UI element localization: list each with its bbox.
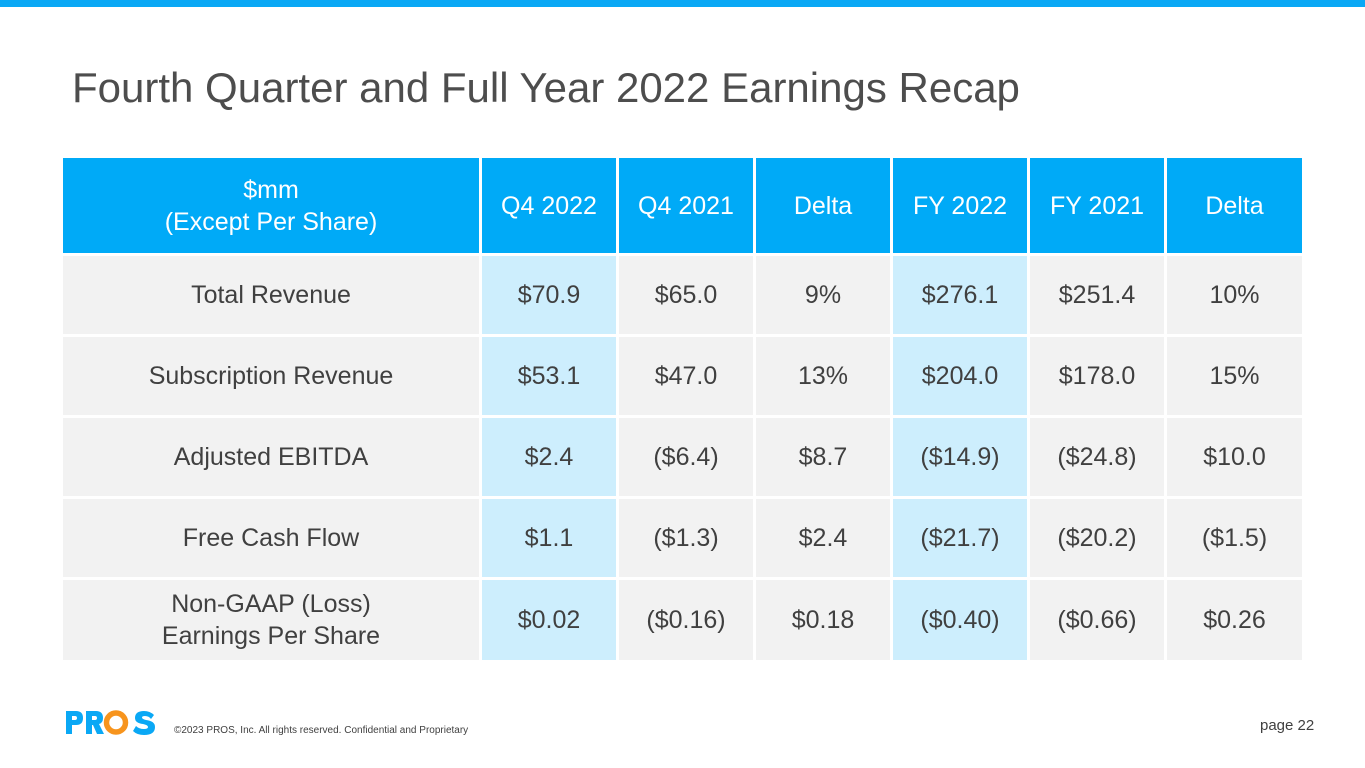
cell-fy-delta: 10% <box>1167 256 1302 337</box>
cell-q4-2022: $0.02 <box>482 580 619 660</box>
header-label-line2: (Except Per Share) <box>164 207 378 236</box>
table-row: Non-GAAP (Loss) Earnings Per Share $0.02… <box>63 580 1302 660</box>
cell-q4-2021: $47.0 <box>619 337 756 418</box>
row-label-line1: Adjusted EBITDA <box>173 443 369 471</box>
cell-q4-delta: $0.18 <box>756 580 893 660</box>
row-label: Free Cash Flow <box>63 499 482 580</box>
header-q4-2021: Q4 2021 <box>619 158 756 256</box>
header-fy-2022: FY 2022 <box>893 158 1030 256</box>
row-label-line1: Total Revenue <box>191 281 351 309</box>
cell-fy-delta: ($1.5) <box>1167 499 1302 580</box>
cell-q4-2021: ($1.3) <box>619 499 756 580</box>
table-row: Subscription Revenue $53.1 $47.0 13% $20… <box>63 337 1302 418</box>
header-label-line1: $mm <box>243 175 299 204</box>
cell-fy-delta: $10.0 <box>1167 418 1302 499</box>
row-label: Adjusted EBITDA <box>63 418 482 499</box>
header-label: $mm (Except Per Share) <box>63 158 482 256</box>
row-label-line1: Free Cash Flow <box>182 524 360 552</box>
table-row: Free Cash Flow $1.1 ($1.3) $2.4 ($21.7) … <box>63 499 1302 580</box>
cell-q4-delta: $8.7 <box>756 418 893 499</box>
cell-fy-2021: ($20.2) <box>1030 499 1167 580</box>
cell-q4-2022: $53.1 <box>482 337 619 418</box>
cell-q4-2022: $70.9 <box>482 256 619 337</box>
table-header-row: $mm (Except Per Share) Q4 2022 Q4 2021 D… <box>63 158 1302 256</box>
copyright-text: ©2023 PROS, Inc. All rights reserved. Co… <box>174 725 469 736</box>
row-label: Non-GAAP (Loss) Earnings Per Share <box>63 580 482 660</box>
header-fy-delta: Delta <box>1167 158 1302 256</box>
cell-fy-2021: $178.0 <box>1030 337 1167 418</box>
row-label: Subscription Revenue <box>63 337 482 418</box>
page-number: page 22 <box>1260 717 1315 734</box>
header-fy-2021: FY 2021 <box>1030 158 1167 256</box>
cell-fy-2021: ($24.8) <box>1030 418 1167 499</box>
earnings-table: $mm (Except Per Share) Q4 2022 Q4 2021 D… <box>63 158 1302 660</box>
row-label: Total Revenue <box>63 256 482 337</box>
cell-fy-delta: $0.26 <box>1167 580 1302 660</box>
top-accent-bar <box>0 0 1365 7</box>
cell-q4-2022: $1.1 <box>482 499 619 580</box>
cell-q4-delta: 13% <box>756 337 893 418</box>
row-label-line1: Subscription Revenue <box>148 362 394 390</box>
cell-fy-2022: ($0.40) <box>893 580 1030 660</box>
header-q4-delta: Delta <box>756 158 893 256</box>
row-label-line2: Earnings Per Share <box>161 622 381 650</box>
cell-fy-delta: 15% <box>1167 337 1302 418</box>
cell-q4-delta: $2.4 <box>756 499 893 580</box>
cell-fy-2022: $204.0 <box>893 337 1030 418</box>
cell-q4-2021: $65.0 <box>619 256 756 337</box>
table-row: Total Revenue $70.9 $65.0 9% $276.1 $251… <box>63 256 1302 337</box>
header-q4-2022: Q4 2022 <box>482 158 619 256</box>
cell-q4-2022: $2.4 <box>482 418 619 499</box>
cell-q4-2021: ($6.4) <box>619 418 756 499</box>
row-label-line1: Non-GAAP (Loss) <box>171 590 371 618</box>
cell-fy-2022: ($21.7) <box>893 499 1030 580</box>
cell-q4-2021: ($0.16) <box>619 580 756 660</box>
table-row: Adjusted EBITDA $2.4 ($6.4) $8.7 ($14.9)… <box>63 418 1302 499</box>
cell-q4-delta: 9% <box>756 256 893 337</box>
slide-title: Fourth Quarter and Full Year 2022 Earnin… <box>72 64 1020 111</box>
pros-logo <box>66 710 155 735</box>
cell-fy-2022: $276.1 <box>893 256 1030 337</box>
cell-fy-2021: $251.4 <box>1030 256 1167 337</box>
cell-fy-2021: ($0.66) <box>1030 580 1167 660</box>
cell-fy-2022: ($14.9) <box>893 418 1030 499</box>
